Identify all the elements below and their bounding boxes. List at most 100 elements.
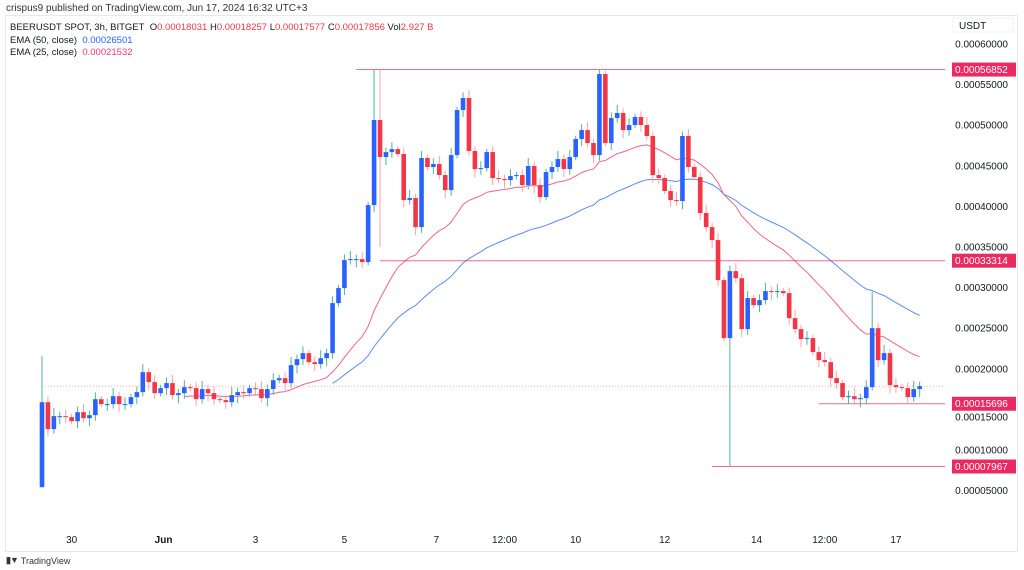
x-tick-label: Jun: [155, 535, 173, 546]
candle-body: [514, 175, 519, 177]
volume-value: 2.927 B: [400, 22, 434, 33]
x-tick-label: 14: [751, 535, 763, 546]
x-tick-label: 5: [342, 535, 348, 546]
candle-body: [431, 164, 436, 168]
candle-body: [792, 318, 798, 330]
candle-body: [585, 130, 590, 144]
candle-body: [810, 338, 816, 353]
ema25-row[interactable]: EMA (25, close) 0.00021532: [10, 47, 434, 60]
candle-body: [662, 178, 667, 192]
candle-body: [211, 393, 217, 400]
volume-label: Vol: [387, 22, 401, 33]
close-label: C: [327, 22, 335, 33]
candle-body: [158, 388, 163, 394]
candle-body: [887, 353, 893, 386]
candle-body: [881, 353, 887, 361]
candle-body: [259, 389, 264, 399]
candle-body: [425, 158, 430, 168]
candle-body: [140, 372, 146, 393]
candle-body: [745, 298, 750, 330]
candle-body: [81, 412, 86, 419]
candle-body: [775, 291, 780, 293]
currency-box[interactable]: [952, 17, 1014, 33]
candle-body: [709, 227, 715, 241]
candle-body: [93, 399, 98, 416]
candle-body: [858, 398, 863, 400]
ema50-row[interactable]: EMA (50, close) 0.00026501: [10, 35, 434, 48]
candle-body: [472, 151, 478, 170]
price-level-label: 0.00033314: [955, 256, 1008, 267]
candle-body: [69, 417, 74, 422]
x-tick-label: 12:00: [492, 535, 517, 546]
candle-body: [152, 382, 157, 394]
candle-body: [733, 271, 739, 279]
candle-body: [739, 278, 745, 330]
candle-body: [205, 389, 211, 394]
candle-body: [365, 205, 371, 263]
candle-body: [543, 172, 549, 198]
brand-name: TradingView: [20, 555, 71, 566]
candle-body: [128, 397, 134, 405]
y-tick-label: 0.00050000: [955, 121, 1008, 132]
candle-body: [917, 386, 922, 390]
candle-body: [193, 388, 199, 400]
candle-body: [573, 139, 578, 158]
candle-body: [751, 298, 756, 306]
currency-label: USDT: [959, 21, 986, 32]
candle-body: [502, 179, 507, 181]
candle-body: [253, 388, 258, 390]
candle-body: [247, 388, 252, 394]
candle-body: [869, 328, 875, 388]
candle-body: [170, 383, 175, 396]
ema50-line: [332, 178, 920, 384]
candle-body: [324, 353, 329, 359]
candle-body: [306, 353, 312, 363]
candle-body: [668, 191, 673, 201]
candle-body: [626, 125, 632, 131]
candle-body: [217, 399, 223, 401]
candle-body: [620, 113, 626, 131]
candle-body: [229, 395, 235, 403]
candle-body: [579, 130, 584, 140]
ema50-label: EMA (50, close): [10, 34, 78, 46]
candle-body: [597, 74, 602, 156]
candle-body: [395, 149, 401, 155]
candle-body: [336, 288, 341, 304]
candle-body: [353, 259, 359, 261]
symbol-info[interactable]: BEERUSDT SPOT, 3h, BITGET: [10, 22, 145, 33]
candle-body: [727, 271, 733, 339]
y-tick-label: 0.00040000: [955, 202, 1008, 213]
candle-body: [318, 358, 324, 365]
y-tick-label: 0.00035000: [955, 243, 1008, 254]
candle-body: [282, 378, 288, 384]
candle-body: [110, 396, 116, 405]
candle-body: [419, 158, 424, 228]
ema50-value: 0.00026501: [82, 34, 133, 46]
candle-body: [270, 380, 276, 390]
candle-body: [822, 360, 828, 363]
candle-body: [905, 388, 911, 398]
candle-body: [875, 328, 881, 361]
candle-body: [537, 185, 543, 198]
open-value: 0.00018031: [157, 22, 208, 33]
candle-body: [187, 387, 193, 389]
x-tick-label: 7: [434, 535, 440, 546]
candle-body: [828, 362, 833, 379]
candle-body: [697, 177, 703, 214]
candle-body: [448, 155, 454, 191]
high-value: 0.00018257: [216, 22, 268, 33]
price-level-label: 0.00015696: [955, 399, 1008, 410]
y-tick-label: 0.00015000: [955, 413, 1008, 424]
y-tick-label: 0.00060000: [955, 40, 1008, 51]
candle-body: [288, 365, 294, 384]
candle-body: [241, 392, 246, 394]
price-level-label-box: [952, 62, 1016, 77]
candle-body: [715, 240, 721, 281]
candle-body: [555, 159, 561, 168]
candle-body: [235, 392, 240, 396]
candle-body: [656, 175, 662, 179]
candle-body: [496, 178, 501, 180]
x-tick-label: 12:00: [812, 535, 837, 546]
candle-body: [863, 387, 869, 399]
